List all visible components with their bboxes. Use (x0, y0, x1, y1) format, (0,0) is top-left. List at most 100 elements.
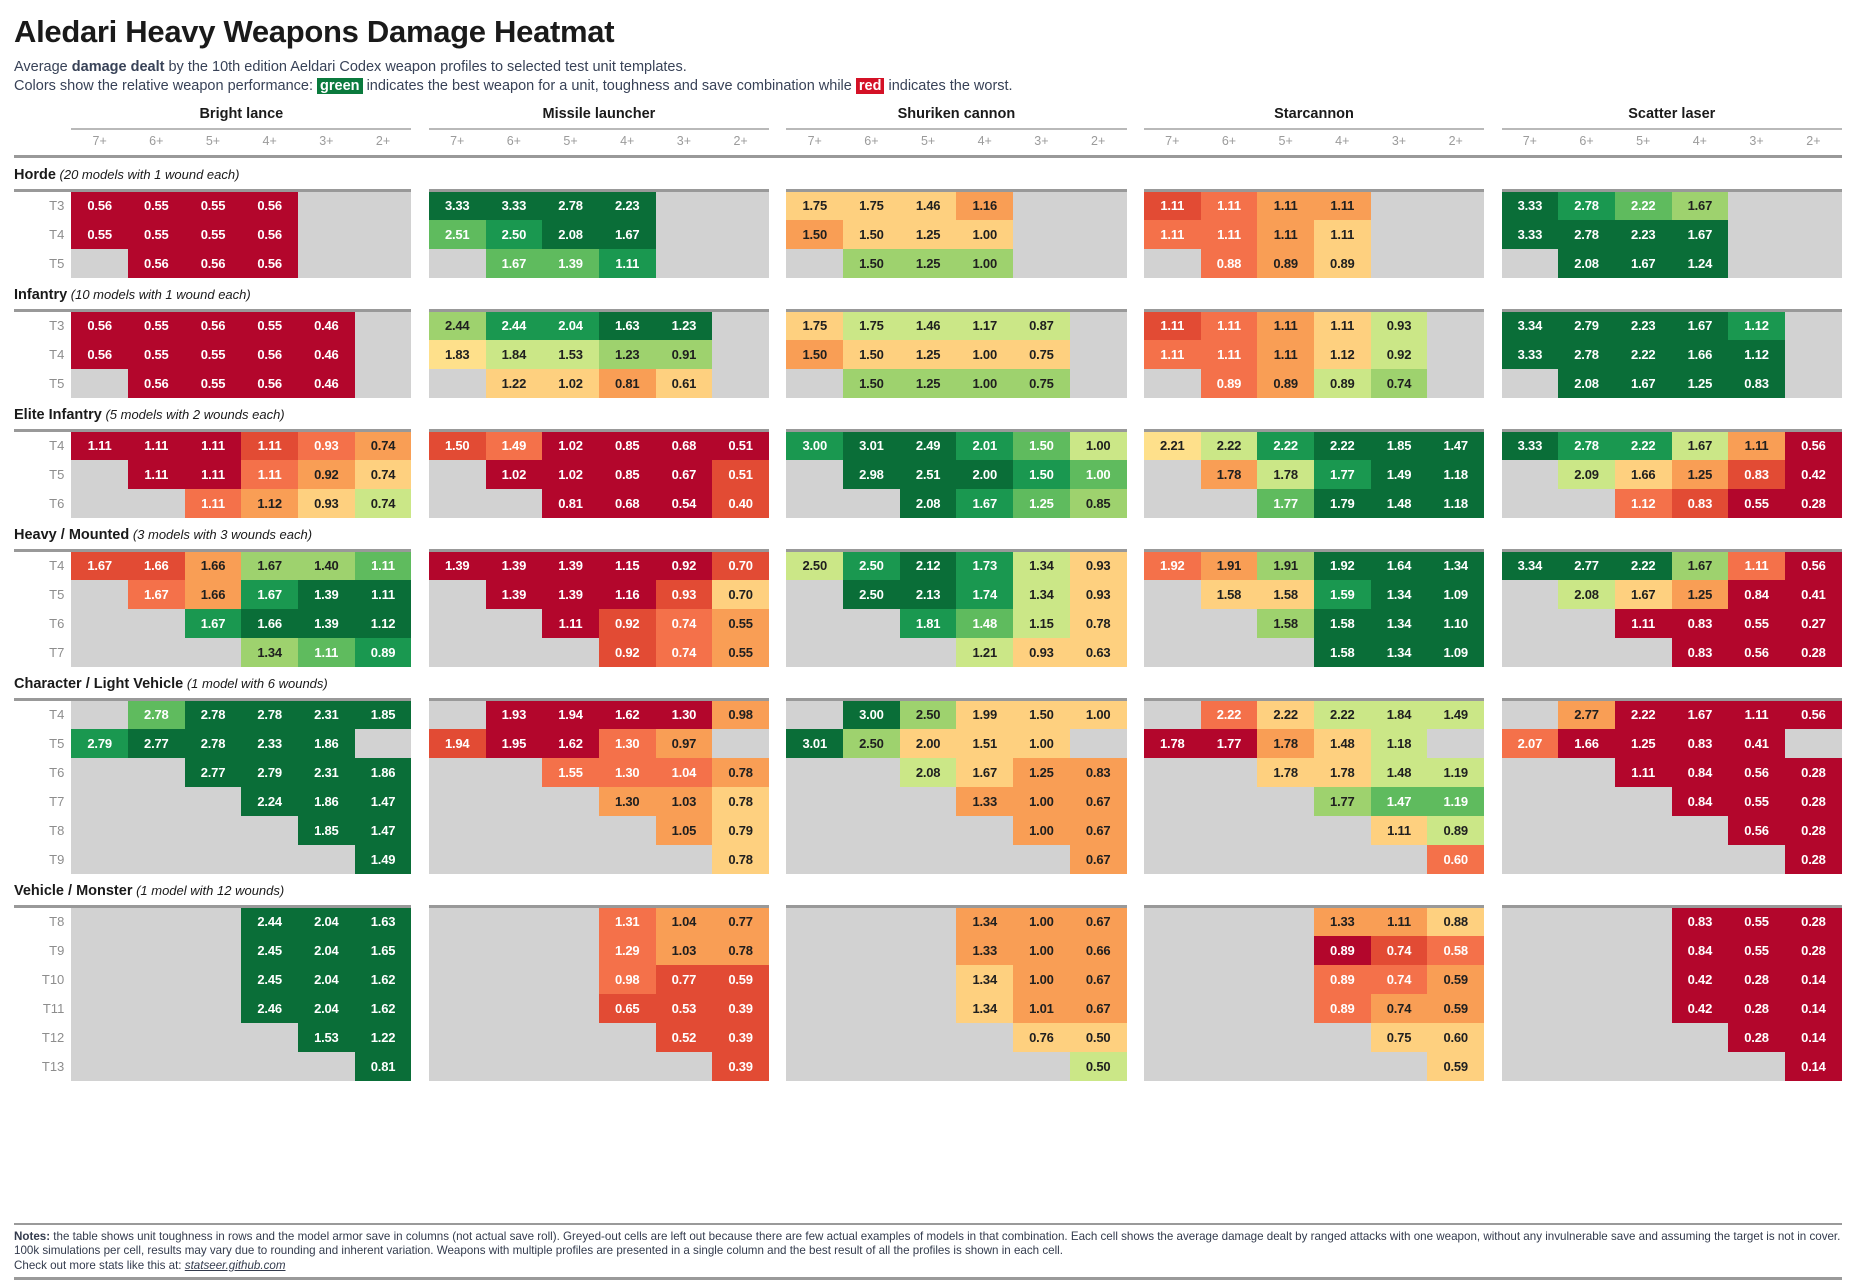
heat-cell[interactable]: 2.31 (297, 699, 355, 729)
heat-cell[interactable]: 2.08 (542, 219, 599, 249)
heat-cell[interactable]: 1.00 (1013, 786, 1070, 816)
heat-cell[interactable]: 0.74 (354, 459, 412, 489)
heat-cell[interactable]: 1.67 (1671, 699, 1729, 729)
heat-cell[interactable]: 1.81 (899, 608, 957, 638)
heat-cell[interactable]: 0.85 (598, 459, 656, 489)
heat-cell[interactable]: 2.78 (1558, 339, 1615, 369)
heat-cell[interactable]: 1.78 (1257, 757, 1314, 787)
heat-cell[interactable]: 1.86 (297, 786, 355, 816)
heat-cell[interactable]: 1.34 (241, 637, 298, 667)
heat-cell[interactable]: 2.13 (899, 579, 957, 609)
heat-cell[interactable]: 1.67 (598, 219, 656, 249)
heat-cell[interactable]: 1.39 (542, 550, 599, 580)
heat-cell[interactable]: 1.34 (1013, 579, 1070, 609)
heat-cell[interactable]: 1.19 (1427, 757, 1485, 787)
heat-cell[interactable]: 1.12 (241, 488, 298, 518)
heat-cell[interactable]: 0.89 (1313, 935, 1371, 965)
heat-cell[interactable]: 0.83 (1671, 637, 1729, 667)
heat-cell[interactable]: 1.18 (1427, 459, 1485, 489)
heat-cell[interactable]: 1.11 (1200, 310, 1258, 340)
heat-cell[interactable]: 0.50 (1069, 1051, 1127, 1081)
heat-cell[interactable]: 0.55 (1728, 906, 1785, 936)
heat-cell[interactable]: 1.11 (297, 637, 355, 667)
heat-cell[interactable]: 0.59 (1427, 964, 1485, 994)
heat-cell[interactable]: 0.79 (712, 815, 769, 845)
heat-cell[interactable]: 1.11 (354, 550, 412, 580)
heat-cell[interactable]: 1.50 (786, 339, 844, 369)
heat-cell[interactable]: 0.51 (712, 430, 769, 460)
heat-cell[interactable]: 2.44 (428, 310, 486, 340)
heat-cell[interactable]: 1.77 (1200, 728, 1258, 758)
heat-cell[interactable]: 1.47 (354, 815, 412, 845)
heat-cell[interactable]: 1.19 (1427, 786, 1485, 816)
heat-cell[interactable]: 1.11 (1143, 190, 1201, 220)
heat-cell[interactable]: 2.04 (542, 310, 599, 340)
heat-cell[interactable]: 1.62 (354, 993, 412, 1023)
heat-cell[interactable]: 1.64 (1370, 550, 1428, 580)
heat-cell[interactable]: 1.33 (1313, 906, 1371, 936)
heat-cell[interactable]: 1.63 (354, 906, 412, 936)
heat-cell[interactable]: 1.25 (899, 339, 957, 369)
heat-cell[interactable]: 1.11 (241, 430, 298, 460)
heat-cell[interactable]: 0.98 (598, 964, 656, 994)
heat-cell[interactable]: 1.34 (1370, 579, 1428, 609)
heat-cell[interactable]: 0.83 (1671, 488, 1729, 518)
heat-cell[interactable]: 1.67 (1614, 579, 1672, 609)
heat-cell[interactable]: 1.62 (542, 728, 599, 758)
heat-cell[interactable]: 0.70 (712, 579, 769, 609)
heat-cell[interactable]: 1.47 (1370, 786, 1428, 816)
heat-cell[interactable]: 1.11 (1728, 430, 1785, 460)
heat-cell[interactable]: 1.25 (1013, 488, 1070, 518)
heat-cell[interactable]: 1.11 (598, 248, 656, 278)
heat-cell[interactable]: 0.28 (1784, 815, 1842, 845)
heat-cell[interactable]: 0.14 (1784, 964, 1842, 994)
heat-cell[interactable]: 3.33 (1501, 339, 1559, 369)
heat-cell[interactable]: 1.17 (956, 310, 1014, 340)
heat-cell[interactable]: 1.67 (241, 550, 298, 580)
heat-cell[interactable]: 1.67 (485, 248, 543, 278)
heat-cell[interactable]: 0.74 (1370, 964, 1428, 994)
heat-cell[interactable]: 2.12 (899, 550, 957, 580)
heat-cell[interactable]: 0.28 (1784, 637, 1842, 667)
heat-cell[interactable]: 1.31 (598, 906, 656, 936)
heat-cell[interactable]: 1.11 (1370, 906, 1428, 936)
heat-cell[interactable]: 0.42 (1671, 993, 1729, 1023)
heat-cell[interactable]: 0.83 (1671, 906, 1729, 936)
heat-cell[interactable]: 0.67 (1069, 844, 1127, 874)
heat-cell[interactable]: 2.22 (1614, 339, 1672, 369)
heat-cell[interactable]: 1.24 (1671, 248, 1729, 278)
heat-cell[interactable]: 1.94 (542, 699, 599, 729)
heat-cell[interactable]: 0.84 (1671, 757, 1729, 787)
heat-cell[interactable]: 2.08 (1558, 579, 1615, 609)
heat-cell[interactable]: 1.94 (428, 728, 486, 758)
heat-cell[interactable]: 2.50 (843, 579, 900, 609)
heat-cell[interactable]: 0.84 (1671, 786, 1729, 816)
heat-cell[interactable]: 1.25 (899, 219, 957, 249)
heat-cell[interactable]: 0.46 (297, 339, 355, 369)
heat-cell[interactable]: 0.65 (598, 993, 656, 1023)
heat-cell[interactable]: 1.51 (956, 728, 1014, 758)
heat-cell[interactable]: 2.51 (899, 459, 957, 489)
heat-cell[interactable]: 3.33 (1501, 190, 1559, 220)
heat-cell[interactable]: 2.77 (127, 728, 185, 758)
heat-cell[interactable]: 0.93 (297, 488, 355, 518)
heat-cell[interactable]: 1.15 (598, 550, 656, 580)
heat-cell[interactable]: 1.67 (956, 488, 1014, 518)
heat-cell[interactable]: 0.89 (1427, 815, 1485, 845)
heat-cell[interactable]: 1.11 (1200, 219, 1258, 249)
heat-cell[interactable]: 2.79 (241, 757, 298, 787)
heat-cell[interactable]: 1.91 (1200, 550, 1258, 580)
heat-cell[interactable]: 0.78 (712, 786, 769, 816)
heat-cell[interactable]: 2.22 (1614, 430, 1672, 460)
heat-cell[interactable]: 1.39 (485, 579, 543, 609)
heat-cell[interactable]: 0.28 (1784, 488, 1842, 518)
heat-cell[interactable]: 1.49 (1427, 699, 1485, 729)
heat-cell[interactable]: 2.22 (1257, 430, 1314, 460)
heat-cell[interactable]: 0.55 (1728, 786, 1785, 816)
heat-cell[interactable]: 2.50 (843, 550, 900, 580)
heat-cell[interactable]: 0.89 (1313, 993, 1371, 1023)
heat-cell[interactable]: 1.39 (297, 579, 355, 609)
heat-cell[interactable]: 0.28 (1728, 993, 1785, 1023)
heat-cell[interactable]: 0.56 (241, 190, 298, 220)
heat-cell[interactable]: 0.63 (1069, 637, 1127, 667)
